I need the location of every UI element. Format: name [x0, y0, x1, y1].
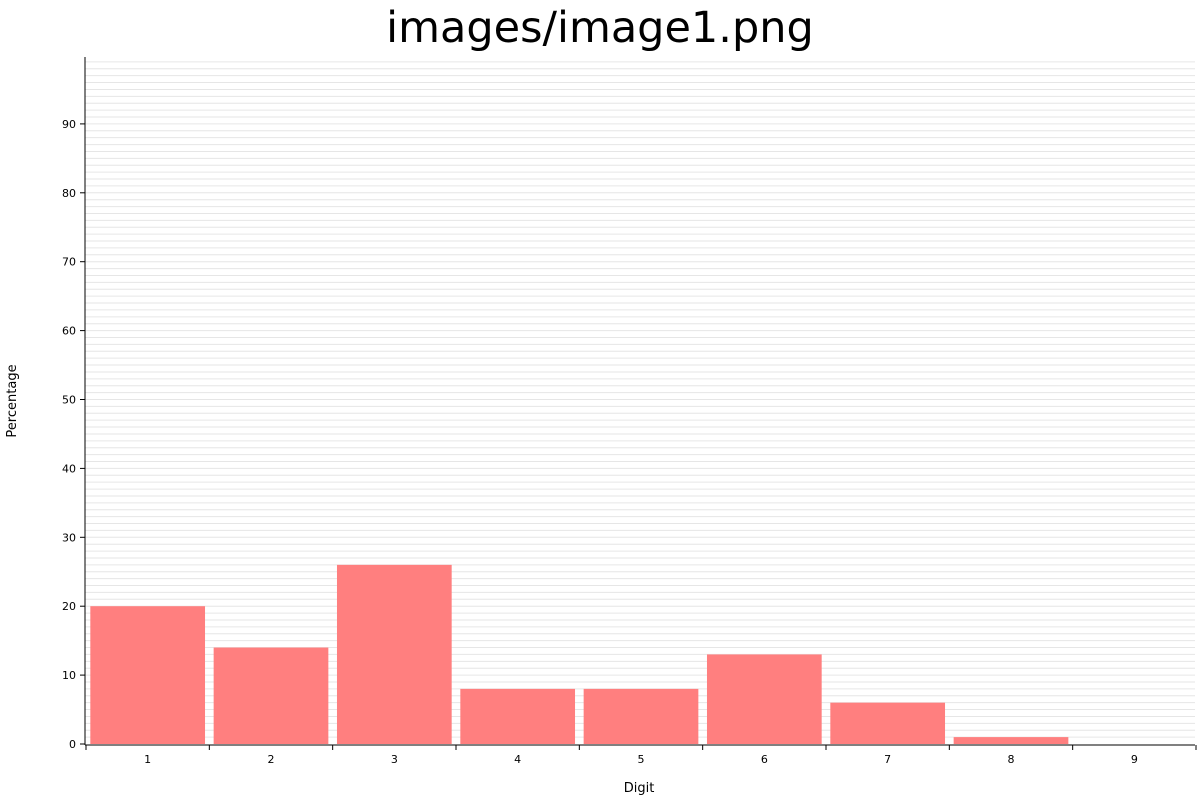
x-tick-label: 1 — [144, 753, 151, 766]
y-tick-label: 30 — [62, 531, 76, 544]
x-tick-label: 4 — [514, 753, 521, 766]
bar-5 — [583, 688, 699, 744]
bar-4 — [460, 688, 576, 744]
chart-title: images/image1.png — [386, 3, 814, 53]
x-tick-label: 8 — [1008, 753, 1015, 766]
bars — [90, 564, 1069, 744]
x-axis-label: Digit — [624, 781, 655, 796]
y-axis-label: Percentage — [5, 364, 20, 437]
y-tick-label: 20 — [62, 600, 76, 613]
y-tick-label: 60 — [62, 325, 76, 338]
bar-3 — [336, 564, 452, 744]
bar-8 — [953, 737, 1069, 744]
x-ticks: 1 2 3 4 5 6 7 8 9 — [85, 745, 1197, 766]
x-tick-label: 5 — [638, 753, 645, 766]
axes — [84, 57, 1195, 746]
bar-2 — [213, 647, 329, 744]
bar-7 — [830, 702, 946, 744]
bar-6 — [706, 654, 822, 744]
y-tick-label: 90 — [62, 118, 76, 131]
x-tick-label: 6 — [761, 753, 768, 766]
y-tick-label: 80 — [62, 187, 76, 200]
x-tick-label: 7 — [884, 753, 891, 766]
y-ticks: 0 10 20 30 40 50 60 70 80 90 — [62, 118, 85, 751]
y-tick-label: 0 — [69, 738, 76, 751]
y-tick-label: 10 — [62, 669, 76, 682]
y-tick-label: 70 — [62, 256, 76, 269]
gridlines — [85, 61, 1195, 738]
x-tick-label: 9 — [1131, 753, 1138, 766]
bar-1 — [90, 606, 206, 744]
y-tick-label: 40 — [62, 462, 76, 475]
y-tick-label: 50 — [62, 394, 76, 407]
x-tick-label: 3 — [391, 753, 398, 766]
x-tick-label: 2 — [268, 753, 275, 766]
